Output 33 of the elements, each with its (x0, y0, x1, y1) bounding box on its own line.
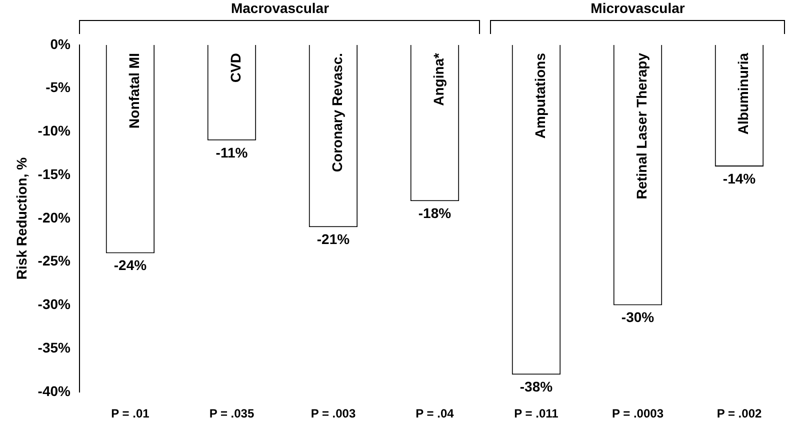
data-label: -14% (722, 170, 756, 186)
y-tick-label: -5% (46, 79, 72, 96)
y-axis-title: Risk Reduction, % (13, 156, 30, 280)
text: P = .0003 (612, 406, 664, 420)
x-tick-label: Coronary Revasc. (329, 53, 346, 172)
y-tick-label: -35% (38, 339, 72, 356)
text: P = .003 (310, 406, 356, 420)
data-label: -21% (316, 231, 350, 248)
text: P = .002 (716, 406, 762, 420)
x-tick-label: Angina* (430, 52, 447, 106)
y-tick-label: -25% (38, 252, 72, 269)
data-label: -24% (114, 257, 148, 274)
x-tick-label: Retinal Laser Therapy (634, 52, 650, 200)
data-label: -38% (520, 378, 554, 395)
y-tick-label: -40% (38, 382, 72, 399)
y-tick-label: 0% (50, 36, 72, 52)
data-label: -11% (216, 144, 248, 160)
text: P = .011 (514, 406, 559, 420)
x-tick-label: Albuminuria (735, 52, 752, 135)
y-tick-label: -10% (38, 122, 72, 139)
text: P = .04 (416, 406, 454, 420)
data-label: -30% (621, 309, 655, 326)
y-tick-label: -30% (38, 296, 72, 312)
x-tick-label: CVD (228, 53, 244, 83)
y-tick-label: -15% (38, 166, 72, 182)
x-tick-label: Nonfatal MI (126, 53, 142, 128)
text: P = .01 (111, 406, 150, 420)
text: Microvascular (590, 0, 686, 16)
y-tick-label: -20% (38, 209, 72, 226)
x-tick-label: Amputations (532, 52, 548, 139)
text: P = .035 (209, 406, 254, 420)
data-label: -18% (418, 205, 452, 222)
text: Macrovascular (230, 0, 330, 16)
